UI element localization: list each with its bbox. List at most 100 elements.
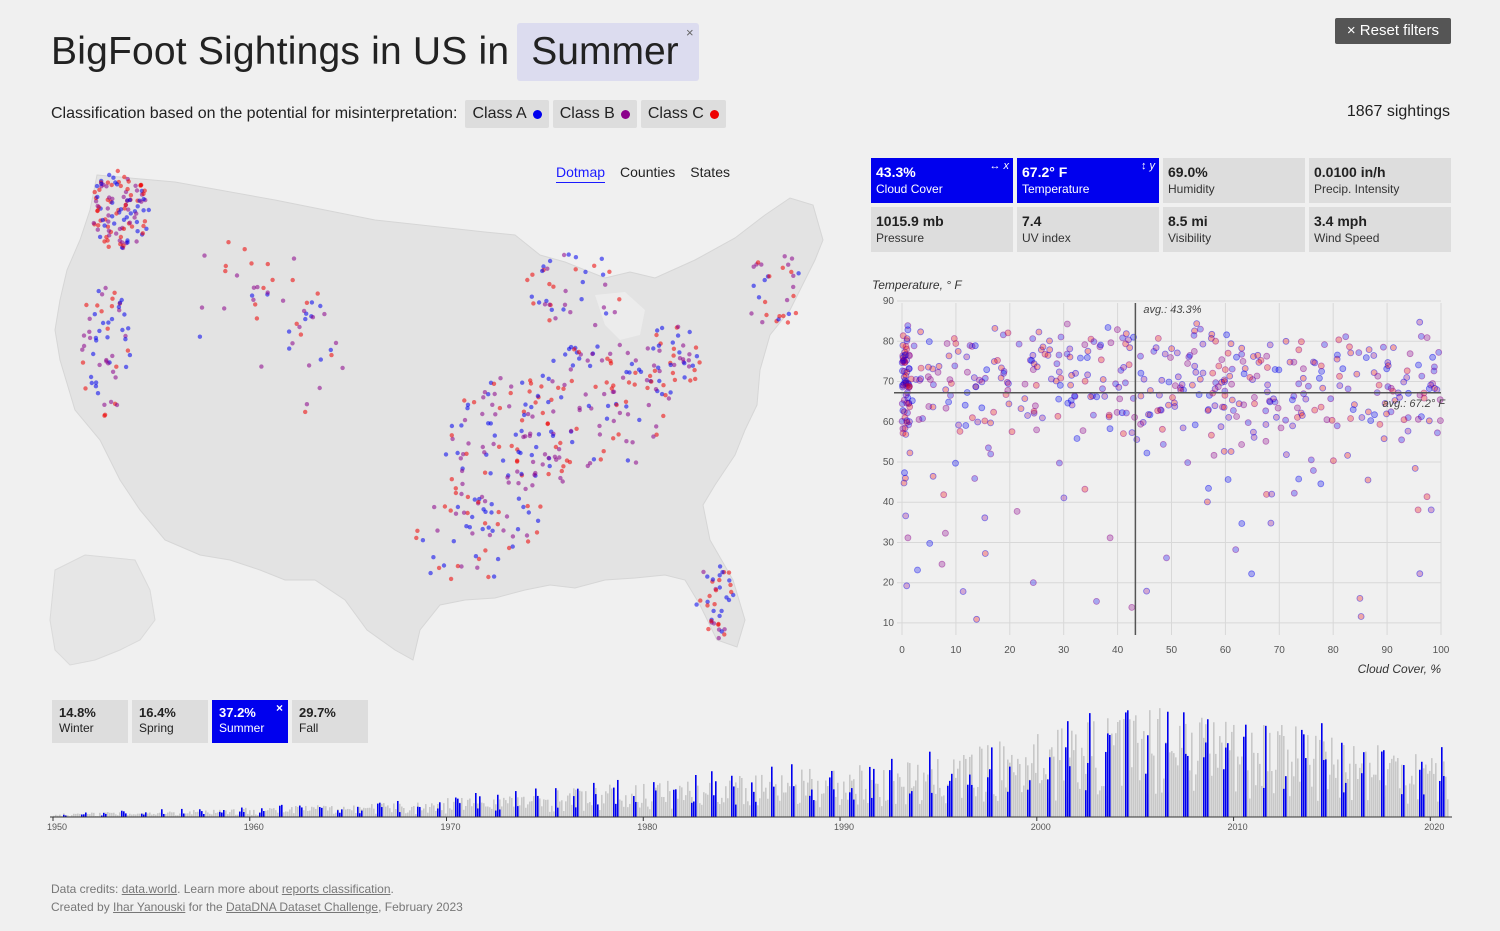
page-title: BigFoot Sightings in US in bbox=[51, 30, 510, 73]
season-tile-spring[interactable]: 16.4% Spring bbox=[132, 700, 208, 743]
scatter-point bbox=[1067, 397, 1075, 404]
class-b-chip[interactable]: Class B bbox=[552, 100, 637, 128]
scatter-point bbox=[1196, 325, 1204, 333]
timeline-bar-all bbox=[1213, 722, 1215, 817]
map-dot bbox=[106, 244, 111, 249]
scatter-point bbox=[905, 365, 913, 373]
tab-dotmap[interactable]: Dotmap bbox=[556, 164, 606, 183]
season-filter-chip[interactable]: Summer × bbox=[517, 23, 699, 81]
map-dot bbox=[504, 514, 510, 519]
scatter-point bbox=[899, 381, 907, 389]
timeline-bar-all bbox=[1199, 722, 1201, 817]
reports-classification-link[interactable]: reports classification bbox=[281, 882, 391, 896]
timeline-bar-all bbox=[325, 806, 327, 817]
map-dot bbox=[652, 368, 658, 373]
scatter-point bbox=[1370, 352, 1378, 359]
timeline-bar-all bbox=[801, 769, 803, 817]
timeline-bar-all bbox=[905, 804, 907, 817]
timeline-bar-all bbox=[147, 813, 149, 817]
reset-filters-button[interactable]: × Reset filters bbox=[1334, 18, 1451, 44]
timeline-bar-summer bbox=[1027, 789, 1029, 817]
timeline-bar-all bbox=[1175, 757, 1177, 817]
timeline-histogram[interactable]: 1950 1960 1970 1980 1990 2000 2010 2020 bbox=[45, 675, 1460, 835]
metric-uv-index[interactable]: 7.4 UV index bbox=[1017, 207, 1159, 252]
contiguous-us-shape bbox=[54, 174, 824, 661]
class-c-chip[interactable]: Class C bbox=[640, 100, 726, 128]
alaska-shape bbox=[49, 554, 156, 666]
timeline-bar-all bbox=[737, 787, 739, 817]
scatter-point bbox=[1267, 519, 1275, 527]
map-dot bbox=[303, 316, 308, 322]
scatter-plot[interactable]: Temperature, ° F 0 10 20 30 40 50 60 70 80 90 1001… bbox=[862, 275, 1462, 680]
scatter-point bbox=[1179, 424, 1187, 432]
timeline-bar-all bbox=[629, 803, 631, 817]
metric-visibility[interactable]: 8.5 mi Visibility bbox=[1163, 207, 1305, 252]
timeline-bar-summer bbox=[499, 809, 501, 817]
challenge-link[interactable]: DataDNA Dataset Challenge bbox=[226, 900, 379, 914]
map-dot bbox=[497, 405, 503, 411]
scatter-point bbox=[899, 425, 907, 433]
scatter-point bbox=[1249, 353, 1257, 360]
map-dot bbox=[114, 211, 119, 216]
timeline-bar-all bbox=[741, 778, 743, 817]
timeline-bar-all bbox=[1411, 775, 1413, 817]
map-dot bbox=[624, 369, 629, 375]
timeline-bar-all bbox=[953, 759, 955, 817]
map-dot bbox=[340, 365, 345, 371]
map-dot bbox=[549, 397, 554, 402]
timeline-bar-summer bbox=[1441, 747, 1443, 817]
timeline-bar-all bbox=[1259, 763, 1261, 817]
map-dot bbox=[760, 320, 765, 325]
metric-humidity[interactable]: 69.0% Humidity bbox=[1163, 158, 1305, 203]
season-tile-winter[interactable]: 14.8% Winter bbox=[52, 700, 128, 743]
map-dot bbox=[595, 344, 600, 349]
metric-pressure[interactable]: 1015.9 mb Pressure bbox=[871, 207, 1013, 252]
map-dot bbox=[651, 363, 657, 368]
close-icon[interactable]: × bbox=[686, 25, 694, 40]
map-dot bbox=[616, 432, 621, 437]
map-dot bbox=[486, 525, 491, 530]
season-tile-fall[interactable]: 29.7% Fall bbox=[292, 700, 368, 743]
us-dotmap[interactable] bbox=[45, 160, 855, 680]
map-dot bbox=[617, 410, 623, 416]
metric-precip-intensity[interactable]: 0.0100 in/h Precip. Intensity bbox=[1309, 158, 1451, 203]
timeline-bar-all bbox=[743, 804, 745, 817]
tab-states[interactable]: States bbox=[690, 164, 730, 180]
timeline-bar-all bbox=[1177, 765, 1179, 817]
timeline-bar-all bbox=[749, 805, 751, 817]
scatter-point bbox=[951, 362, 959, 370]
map-dot bbox=[487, 532, 493, 538]
map-dot bbox=[701, 569, 706, 575]
metric-cloud-cover[interactable]: 43.3% Cloud Cover ↔ x bbox=[871, 158, 1013, 203]
close-icon[interactable]: × bbox=[275, 701, 283, 715]
tab-counties[interactable]: Counties bbox=[620, 164, 676, 180]
timeline-bar-all bbox=[191, 814, 193, 817]
timeline-bar-all bbox=[815, 800, 817, 817]
timeline-bar-all bbox=[1075, 734, 1077, 817]
timeline-bar-all bbox=[637, 801, 639, 817]
map-dot bbox=[796, 271, 801, 276]
season-tile-summer[interactable]: 37.2% Summer × bbox=[212, 700, 288, 743]
scatter-point bbox=[1347, 349, 1355, 357]
metric-temperature[interactable]: 67.2° F Temperature ↕ y bbox=[1017, 158, 1159, 203]
scatter-point bbox=[1125, 361, 1133, 369]
timeline-bar-all bbox=[847, 799, 849, 817]
map-dot bbox=[603, 311, 609, 316]
timeline-bar-all bbox=[767, 798, 769, 817]
author-link[interactable]: Ihar Yanouski bbox=[113, 900, 186, 914]
data-world-link[interactable]: data.world bbox=[121, 882, 178, 896]
scatter-point bbox=[1079, 427, 1087, 435]
class-a-chip[interactable]: Class A bbox=[465, 100, 549, 128]
map-dot bbox=[459, 564, 464, 569]
scatter-point bbox=[938, 560, 946, 568]
timeline-bar-all bbox=[547, 799, 549, 817]
metric-wind-speed[interactable]: 3.4 mph Wind Speed bbox=[1309, 207, 1451, 252]
scatter-point bbox=[902, 379, 910, 387]
timeline-bar-all bbox=[151, 814, 153, 817]
scatter-point bbox=[981, 550, 989, 557]
credits-line-1: Data credits: data.world. Learn more abo… bbox=[51, 882, 394, 896]
timeline-bar-summer bbox=[261, 808, 263, 817]
map-dot bbox=[727, 578, 732, 583]
map-dot bbox=[462, 417, 468, 423]
timeline-bar-all bbox=[563, 810, 565, 817]
